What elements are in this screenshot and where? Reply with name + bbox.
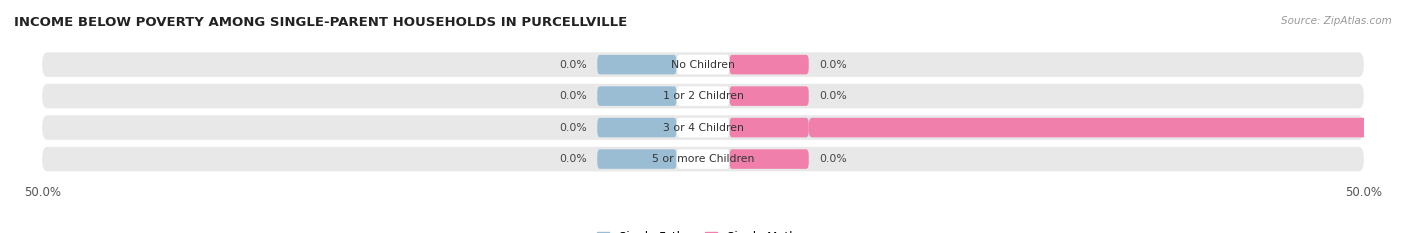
- FancyBboxPatch shape: [676, 118, 730, 137]
- Text: 0.0%: 0.0%: [820, 154, 846, 164]
- Text: 0.0%: 0.0%: [560, 60, 586, 70]
- FancyBboxPatch shape: [598, 86, 676, 106]
- Text: 0.0%: 0.0%: [820, 91, 846, 101]
- FancyBboxPatch shape: [42, 115, 1364, 140]
- FancyBboxPatch shape: [808, 118, 1406, 137]
- FancyBboxPatch shape: [730, 118, 808, 137]
- Text: 0.0%: 0.0%: [560, 91, 586, 101]
- Text: 0.0%: 0.0%: [560, 154, 586, 164]
- FancyBboxPatch shape: [598, 118, 676, 137]
- Text: No Children: No Children: [671, 60, 735, 70]
- Text: 5 or more Children: 5 or more Children: [652, 154, 754, 164]
- FancyBboxPatch shape: [42, 84, 1364, 108]
- FancyBboxPatch shape: [42, 147, 1364, 171]
- Text: 1 or 2 Children: 1 or 2 Children: [662, 91, 744, 101]
- FancyBboxPatch shape: [676, 55, 730, 74]
- Text: 3 or 4 Children: 3 or 4 Children: [662, 123, 744, 133]
- Text: 0.0%: 0.0%: [560, 123, 586, 133]
- FancyBboxPatch shape: [598, 55, 676, 74]
- Text: INCOME BELOW POVERTY AMONG SINGLE-PARENT HOUSEHOLDS IN PURCELLVILLE: INCOME BELOW POVERTY AMONG SINGLE-PARENT…: [14, 16, 627, 29]
- FancyBboxPatch shape: [598, 149, 676, 169]
- Text: 0.0%: 0.0%: [820, 60, 846, 70]
- FancyBboxPatch shape: [42, 52, 1364, 77]
- Text: Source: ZipAtlas.com: Source: ZipAtlas.com: [1281, 16, 1392, 26]
- FancyBboxPatch shape: [730, 149, 808, 169]
- FancyBboxPatch shape: [676, 149, 730, 169]
- FancyBboxPatch shape: [730, 86, 808, 106]
- Legend: Single Father, Single Mother: Single Father, Single Mother: [593, 226, 813, 233]
- FancyBboxPatch shape: [676, 86, 730, 106]
- FancyBboxPatch shape: [730, 55, 808, 74]
